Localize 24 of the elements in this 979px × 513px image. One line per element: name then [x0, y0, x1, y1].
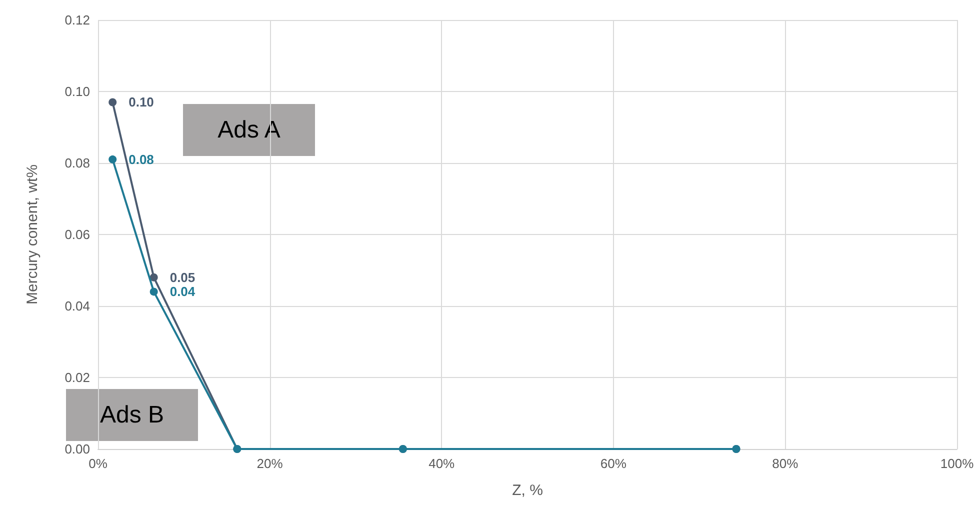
y-tick-label: 0.12	[64, 12, 90, 28]
x-tick-label: 20%	[256, 456, 284, 471]
data-label: 0.05	[170, 270, 196, 285]
x-tick-label: 40%	[428, 456, 456, 471]
x-tick-label: 0%	[88, 456, 108, 471]
annotation: Ads B	[100, 402, 164, 428]
point	[108, 155, 117, 164]
y-tick-label: 0.06	[64, 227, 90, 242]
x-axis-title: Z, %	[512, 482, 543, 499]
data-label: 0.04	[170, 284, 196, 300]
point	[108, 98, 117, 106]
x-tick-label: 60%	[600, 456, 627, 471]
y-tick-label: 0.02	[64, 370, 90, 385]
y-axis-title: Mercury conent, wt%	[24, 164, 41, 305]
y-tick-label: 0.04	[64, 298, 90, 314]
x-tick-label: 100%	[940, 456, 974, 471]
y-tick-label: 0.08	[64, 156, 90, 170]
point	[150, 273, 158, 282]
data-label: 0.08	[128, 152, 154, 167]
y-tick-label: 0.10	[64, 84, 90, 99]
x-tick-label: 80%	[772, 456, 799, 471]
y-tick-label: 0.00	[64, 442, 90, 456]
data-label: 0.10	[128, 94, 154, 110]
point	[150, 288, 158, 296]
